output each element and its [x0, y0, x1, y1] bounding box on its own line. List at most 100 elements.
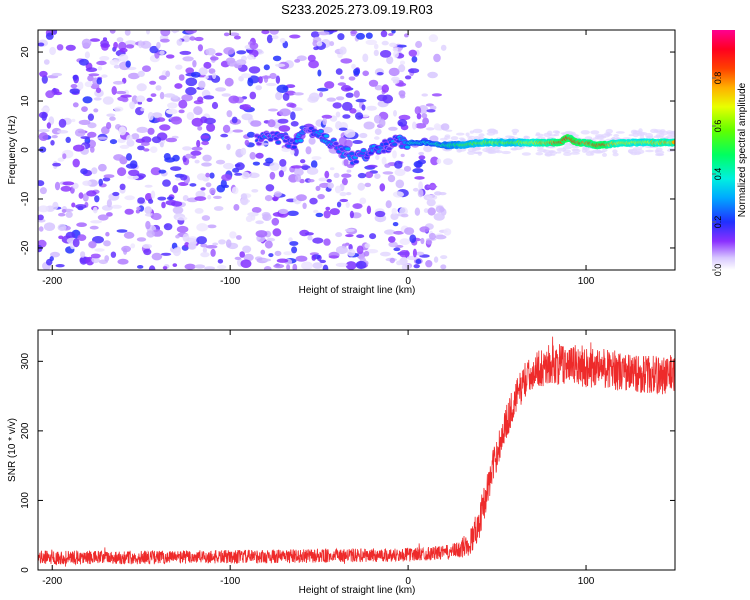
- noise-blob: [205, 245, 218, 249]
- noise-blob: [286, 264, 291, 270]
- noise-blob: [75, 204, 87, 209]
- noise-blob: [353, 90, 360, 98]
- noise-blob: [96, 77, 103, 85]
- noise-blob: [92, 206, 98, 214]
- noise-blob: [290, 111, 296, 121]
- noise-blob: [393, 50, 399, 58]
- noise-blob: [397, 44, 407, 48]
- noise-blob: [129, 160, 138, 169]
- noise-blob: [392, 79, 400, 84]
- noise-blob: [310, 31, 320, 38]
- halo-blob: [501, 150, 511, 155]
- halo-blob: [535, 133, 544, 137]
- noise-blob: [197, 96, 204, 103]
- noise-blob: [136, 206, 141, 211]
- noise-blob: [275, 91, 283, 101]
- noise-blob: [353, 68, 361, 76]
- halo-blob: [646, 135, 654, 140]
- noise-blob: [322, 126, 333, 134]
- noise-blob: [185, 30, 197, 34]
- noise-blob: [265, 157, 274, 164]
- noise-blob: [86, 190, 97, 197]
- halo-blob: [602, 152, 607, 157]
- noise-blob: [182, 146, 192, 151]
- noise-blob: [172, 206, 184, 215]
- noise-blob: [140, 107, 145, 112]
- noise-blob: [94, 195, 100, 203]
- noise-blob: [399, 207, 408, 216]
- noise-blob: [412, 248, 417, 258]
- noise-blob: [375, 154, 380, 161]
- noise-blob: [327, 30, 338, 33]
- noise-blob: [304, 232, 314, 236]
- noise-blob: [54, 91, 63, 96]
- halo-blob: [645, 149, 654, 153]
- noise-blob: [89, 38, 101, 42]
- noise-blob: [265, 184, 275, 192]
- y-tick-label: 0: [20, 147, 31, 153]
- noise-blob: [426, 194, 438, 200]
- noise-blob: [387, 174, 396, 183]
- noise-blob: [384, 163, 391, 168]
- noise-blob: [209, 187, 216, 195]
- noise-blob: [348, 76, 356, 81]
- noise-blob: [339, 191, 347, 197]
- noise-blob: [240, 193, 248, 200]
- noise-blob: [309, 197, 318, 205]
- noise-blob: [98, 178, 103, 186]
- noise-blob: [366, 164, 378, 168]
- noise-blob: [376, 94, 388, 102]
- noise-blob: [374, 85, 384, 91]
- noise-blob: [49, 256, 54, 262]
- noise-blob: [145, 220, 151, 230]
- colorbar: 0.0 0.2 0.4 0.6 0.8 Normalized spectral ampl…: [712, 30, 748, 276]
- noise-blob: [217, 259, 224, 264]
- noise-blob: [46, 122, 52, 129]
- noise-blob: [201, 215, 211, 221]
- noise-blob: [393, 230, 404, 235]
- halo-blob: [563, 152, 572, 157]
- noise-blob: [412, 168, 424, 174]
- noise-blob: [282, 92, 290, 101]
- noise-blob: [382, 171, 394, 175]
- noise-blob: [101, 74, 108, 78]
- y-tick-label: -10: [20, 191, 31, 206]
- noise-blob: [200, 243, 208, 248]
- halo-blob: [478, 133, 485, 137]
- noise-blob: [146, 230, 155, 238]
- noise-blob: [61, 209, 67, 213]
- noise-blob: [362, 53, 369, 63]
- noise-blob: [301, 261, 313, 270]
- noise-blob: [72, 102, 79, 108]
- noise-blob: [415, 251, 425, 256]
- noise-blob: [428, 34, 439, 43]
- noise-blob: [136, 83, 147, 92]
- noise-blob: [207, 194, 212, 200]
- noise-blob: [425, 260, 433, 268]
- noise-blob: [209, 56, 219, 61]
- noise-blob: [114, 106, 124, 112]
- noise-blob: [323, 238, 331, 246]
- noise-blob: [65, 44, 76, 51]
- halo-blob: [585, 151, 593, 156]
- noise-blob: [427, 71, 438, 79]
- halo-blob: [593, 137, 599, 140]
- noise-blob: [157, 196, 167, 201]
- noise-blob: [172, 185, 179, 194]
- noise-blob: [226, 143, 231, 151]
- noise-blob: [94, 248, 105, 252]
- noise-blob: [178, 74, 185, 81]
- noise-blob: [278, 125, 291, 132]
- noise-blob: [185, 67, 194, 74]
- noise-blob: [344, 129, 356, 138]
- noise-blob: [191, 146, 203, 151]
- noise-blob: [125, 44, 135, 49]
- noise-blob: [239, 251, 245, 258]
- noise-blob: [176, 216, 188, 221]
- noise-blob: [420, 237, 425, 245]
- noise-blob: [276, 258, 289, 263]
- noise-blob: [363, 121, 375, 130]
- noise-blob: [289, 241, 299, 246]
- noise-blob: [363, 250, 370, 257]
- snr-y-label: SNR (10 * v/v): [7, 418, 18, 482]
